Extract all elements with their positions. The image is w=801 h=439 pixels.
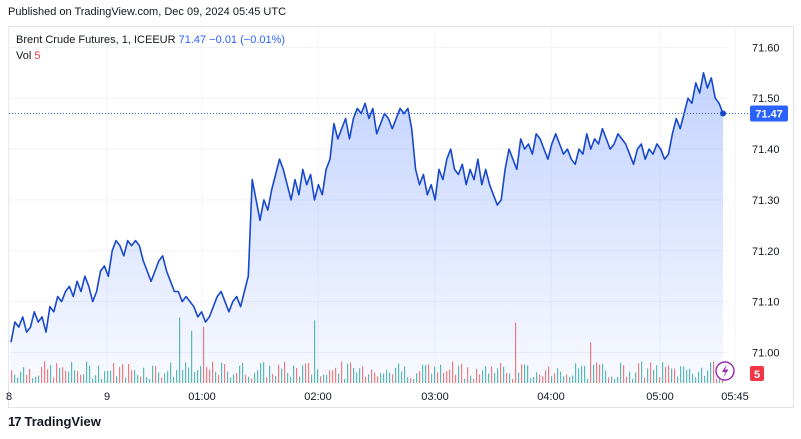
legend-symbol-row: Brent Crude Futures, 1, ICEEUR 71.47 −0.… <box>16 32 285 48</box>
y-tick-label: 71.30 <box>752 195 780 207</box>
x-tick-label: 8 <box>6 391 12 403</box>
tradingview-logo-icon: 17 <box>8 414 22 429</box>
legend-symbol[interactable]: Brent Crude Futures, 1, ICEEUR <box>16 34 176 46</box>
price-badge <box>750 105 788 122</box>
y-tick-label: 71.50 <box>752 93 780 105</box>
last-price-marker <box>720 110 726 117</box>
legend-last-price: 71.47 <box>178 34 207 46</box>
legend-volume-row: Vol 5 <box>16 48 285 64</box>
y-tick-label: 71.20 <box>752 246 780 258</box>
x-tick-label: 02:00 <box>304 391 332 403</box>
x-tick-label: 05:00 <box>646 391 674 403</box>
x-tick-label: 03:00 <box>421 391 449 403</box>
x-tick-label: 05:45 <box>721 391 749 403</box>
volume-badge <box>750 366 764 381</box>
tradingview-brand: TradingView <box>24 414 101 429</box>
legend-vol-value: 5 <box>34 50 41 62</box>
price-area-fill <box>11 72 723 384</box>
y-tick-label: 71.40 <box>752 144 780 156</box>
price-badge-label: 71.47 <box>755 108 783 120</box>
x-tick-label: 01:00 <box>188 391 216 403</box>
x-tick-label: 04:00 <box>537 391 565 403</box>
legend-vol-label[interactable]: Vol <box>16 50 32 62</box>
price-line <box>10 72 724 343</box>
legend-change: −0.01 (−0.01%) <box>209 34 286 46</box>
x-tick-label: 9 <box>104 391 110 403</box>
y-tick-label: 71.10 <box>752 297 780 309</box>
lightning-bolt-icon <box>722 364 729 378</box>
chart-legend: Brent Crude Futures, 1, ICEEUR 71.47 −0.… <box>16 32 285 64</box>
volume-badge-label: 5 <box>754 369 760 381</box>
y-tick-label: 71.60 <box>752 42 780 54</box>
tradingview-footer[interactable]: 17 TradingView <box>8 414 101 429</box>
published-banner: Published on TradingView.com, Dec 09, 20… <box>8 6 287 18</box>
y-tick-label: 71.00 <box>752 347 780 359</box>
